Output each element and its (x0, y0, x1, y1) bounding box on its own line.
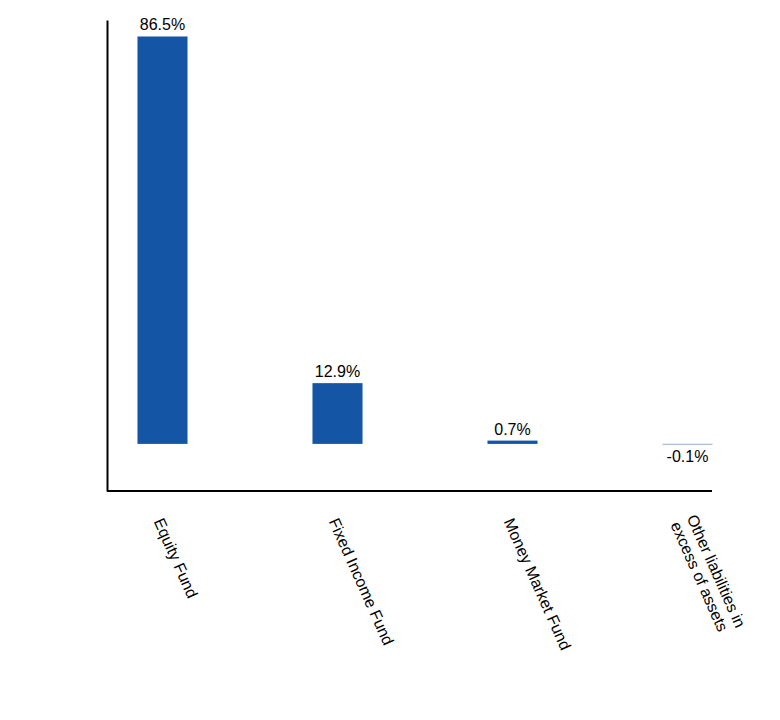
data-label: 0.7% (494, 421, 530, 438)
bar (137, 36, 187, 443)
chart: Equity Fund Fixed Income Fund Money Market… (0, 0, 780, 720)
x-tick-label: Fixed Income Fund (326, 516, 397, 648)
data-label: 86.5% (140, 16, 185, 33)
x-axis-line (107, 490, 712, 492)
data-label: 12.9% (315, 363, 360, 380)
x-tick: Other liabilities inexcess of assets (668, 512, 749, 637)
y-axis (107, 21, 108, 492)
bar (662, 443, 712, 444)
x-tick: Money Market Fund (501, 516, 574, 653)
x-tick: Equity Fund (151, 516, 201, 601)
data-labels: 86.5% 12.9% 0.7% -0.1% (140, 16, 709, 465)
x-axis: Equity Fund Fixed Income Fund Money Market… (107, 491, 749, 652)
bar (487, 441, 537, 444)
bars (137, 36, 712, 444)
y-axis-line (107, 21, 109, 492)
x-tick-label: Money Market Fund (501, 516, 574, 653)
x-tick-label: Other liabilities inexcess of assets (668, 512, 749, 637)
bar (312, 383, 362, 444)
x-tick-label: Equity Fund (151, 516, 201, 601)
data-label: -0.1% (667, 448, 709, 465)
x-tick: Fixed Income Fund (326, 516, 397, 648)
